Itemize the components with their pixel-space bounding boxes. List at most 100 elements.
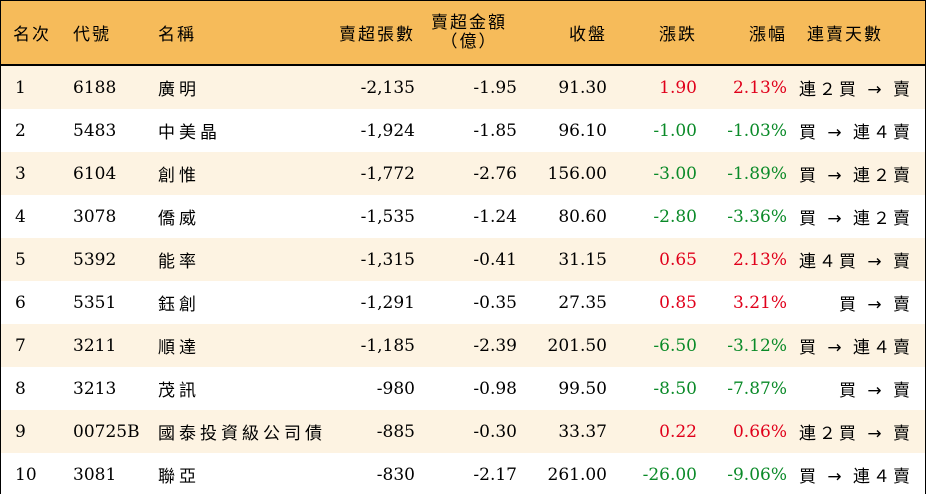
- rank-cell: 3: [15, 163, 26, 184]
- net-sell-amount-cell: -0.98: [473, 378, 517, 399]
- table-row: 1 6188 廣明 -2,135 -1.95 91.30 1.90 2.13% 連２買 → 賣: [1, 66, 925, 109]
- name-cell: 廣明: [158, 80, 200, 100]
- change-pct-cell: 2.13%: [732, 249, 787, 270]
- change-pct-cell: -9.06%: [727, 464, 787, 485]
- change-cell: 0.85: [659, 292, 697, 313]
- net-sell-shares-cell: -1,535: [360, 206, 415, 227]
- close-price-cell: 96.10: [558, 120, 607, 141]
- change-pct-cell: 0.66%: [732, 421, 787, 442]
- code-cell: 00725B: [73, 421, 140, 442]
- name-cell: 順達: [158, 338, 200, 358]
- net-sell-shares-cell: -1,924: [360, 120, 415, 141]
- code-cell: 3081: [73, 464, 117, 485]
- name-cell: 鈺創: [158, 295, 200, 315]
- header-net-sell-amount-unit: （億）: [440, 31, 498, 52]
- table-row: 3 6104 創惟 -1,772 -2.76 156.00 -3.00 -1.89% 買 → 連…: [1, 152, 925, 195]
- table-row: 6 5351 鈺創 -1,291 -0.35 27.35 0.85 3.21% 買 → 賣: [1, 281, 925, 324]
- net-sell-shares-cell: -1,772: [360, 163, 415, 184]
- table-row: 8 3213 茂訊 -980 -0.98 99.50 -8.50 -7.87% 買 → 賣: [1, 367, 925, 410]
- header-consecutive-days: 連賣天數: [807, 25, 883, 45]
- net-sell-amount-cell: -0.41: [473, 249, 517, 270]
- rank-cell: 10: [15, 464, 37, 485]
- net-sell-amount-cell: -2.39: [473, 335, 517, 356]
- header-change-pct: 漲幅: [749, 25, 787, 45]
- rank-cell: 9: [15, 421, 26, 442]
- net-sell-amount-cell: -2.17: [473, 464, 517, 485]
- rank-cell: 2: [15, 120, 26, 141]
- change-cell: -8.50: [653, 378, 697, 399]
- rank-cell: 5: [15, 249, 26, 270]
- net-sell-shares-cell: -885: [376, 421, 415, 442]
- header-rank: 名次: [13, 25, 51, 45]
- change-cell: -26.00: [642, 464, 697, 485]
- change-pct-cell: 2.13%: [732, 77, 787, 98]
- code-cell: 3078: [73, 206, 117, 227]
- header-net-sell-amount-label: 賣超金額: [431, 12, 507, 33]
- close-price-cell: 91.30: [558, 77, 607, 98]
- table-row: 2 5483 中美晶 -1,924 -1.85 96.10 -1.00 -1.03% 買 → 連…: [1, 109, 925, 152]
- change-cell: 0.22: [659, 421, 697, 442]
- header-close: 收盤: [569, 25, 607, 45]
- net-sell-shares-cell: -1,291: [360, 292, 415, 313]
- net-sell-shares-cell: -980: [376, 378, 415, 399]
- close-price-cell: 99.50: [558, 378, 607, 399]
- close-price-cell: 201.50: [547, 335, 607, 356]
- net-sell-amount-cell: -0.30: [473, 421, 517, 442]
- consecutive-days-cell: 連４買 → 賣: [798, 252, 913, 272]
- code-cell: 6104: [73, 163, 117, 184]
- net-sell-amount-cell: -0.35: [473, 292, 517, 313]
- code-cell: 5483: [73, 120, 117, 141]
- header-name: 名稱: [158, 25, 196, 45]
- code-cell: 5392: [73, 249, 117, 270]
- close-price-cell: 80.60: [558, 206, 607, 227]
- change-pct-cell: -3.12%: [727, 335, 787, 356]
- code-cell: 5351: [73, 292, 117, 313]
- change-pct-cell: -7.87%: [727, 378, 787, 399]
- rank-cell: 8: [15, 378, 26, 399]
- table-row: 4 3078 僑威 -1,535 -1.24 80.60 -2.80 -3.36% 買 → 連２…: [1, 195, 925, 238]
- consecutive-days-cell: 買 → 連４賣: [798, 467, 913, 487]
- close-price-cell: 33.37: [558, 421, 607, 442]
- rank-cell: 1: [15, 77, 26, 98]
- rank-cell: 4: [15, 206, 26, 227]
- rank-cell: 7: [15, 335, 26, 356]
- net-sell-amount-cell: -1.95: [473, 77, 517, 98]
- change-pct-cell: 3.21%: [732, 292, 787, 313]
- consecutive-days-cell: 買 → 連２賣: [798, 209, 913, 229]
- close-price-cell: 27.35: [558, 292, 607, 313]
- consecutive-days-cell: 買 → 連４賣: [798, 123, 913, 143]
- header-net-sell-amount: 賣超金額 （億）: [421, 1, 517, 64]
- change-pct-cell: -3.36%: [727, 206, 787, 227]
- consecutive-days-cell: 買 → 連２賣: [798, 166, 913, 186]
- name-cell: 茂訊: [158, 381, 200, 401]
- consecutive-days-cell: 買 → 賣: [838, 295, 913, 315]
- change-cell: -3.00: [653, 163, 697, 184]
- net-sell-amount-cell: -1.85: [473, 120, 517, 141]
- change-pct-cell: -1.89%: [727, 163, 787, 184]
- consecutive-days-cell: 買 → 賣: [838, 381, 913, 401]
- name-cell: 僑威: [158, 209, 200, 229]
- change-pct-cell: -1.03%: [727, 120, 787, 141]
- table-row: 10 3081 聯亞 -830 -2.17 261.00 -26.00 -9.06% 買 → 連…: [1, 453, 925, 496]
- close-price-cell: 31.15: [558, 249, 607, 270]
- consecutive-days-cell: 連２買 → 賣: [798, 80, 913, 100]
- name-cell: 創惟: [158, 166, 200, 186]
- table-row: 7 3211 順達 -1,185 -2.39 201.50 -6.50 -3.12% 買 → 連…: [1, 324, 925, 367]
- change-cell: 0.65: [659, 249, 697, 270]
- table-row: 5 5392 能率 -1,315 -0.41 31.15 0.65 2.13% 連４買 → 賣: [1, 238, 925, 281]
- rank-cell: 6: [15, 292, 26, 313]
- net-sell-shares-cell: -2,135: [360, 77, 415, 98]
- code-cell: 3211: [73, 335, 117, 356]
- code-cell: 6188: [73, 77, 117, 98]
- change-cell: -1.00: [653, 120, 697, 141]
- change-cell: 1.90: [659, 77, 697, 98]
- net-sell-amount-cell: -1.24: [473, 206, 517, 227]
- net-sell-amount-cell: -2.76: [473, 163, 517, 184]
- change-cell: -2.80: [653, 206, 697, 227]
- header-net-sell-shares: 賣超張數: [339, 25, 415, 45]
- code-cell: 3213: [73, 378, 117, 399]
- close-price-cell: 156.00: [547, 163, 607, 184]
- header-change: 漲跌: [659, 25, 697, 45]
- consecutive-days-cell: 連２買 → 賣: [798, 424, 913, 444]
